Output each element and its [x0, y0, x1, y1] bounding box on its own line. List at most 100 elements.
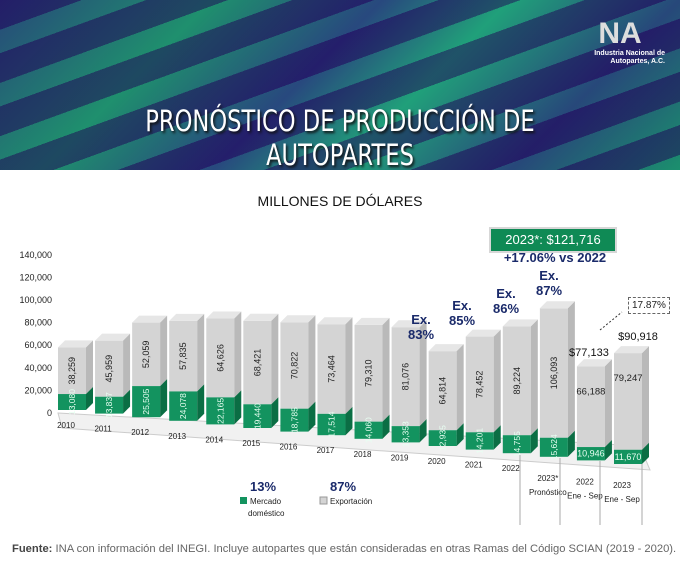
- data-label-export: 70,822: [289, 352, 299, 380]
- data-label-export: 64,626: [215, 344, 225, 372]
- data-label-domestic: 25,505: [141, 388, 151, 414]
- legend-domestic-label: Mercado: [250, 497, 282, 506]
- data-label-export: 52,059: [141, 341, 151, 369]
- data-label-export: 38,259: [67, 357, 77, 385]
- bar-export-side: [493, 329, 501, 433]
- footer-source: Fuente: INA con información del INEGI. I…: [12, 543, 676, 555]
- bar-domestic: [539, 437, 568, 457]
- x-tick-sublabel: Ene - Sep: [567, 491, 603, 500]
- bar-domestic-side: [271, 397, 279, 428]
- footer-label: Fuente:: [12, 543, 53, 555]
- bar-domestic-side: [493, 425, 501, 450]
- data-label-domestic: 13,353: [401, 421, 411, 447]
- bar-domestic-side: [86, 387, 93, 410]
- bar-domestic: [317, 413, 346, 436]
- bar-domestic: [58, 394, 86, 410]
- data-label-export: 78,452: [475, 371, 485, 399]
- x-tick-label: 2016: [280, 443, 298, 452]
- data-label-export: 73,464: [326, 355, 336, 383]
- bar-export: [391, 327, 420, 427]
- bar-export: [354, 324, 383, 422]
- data-label-domestic: 14,755: [512, 431, 522, 457]
- bar-export-side: [642, 346, 649, 450]
- bar-domestic-side: [530, 428, 538, 454]
- ina-logo: NA Industria Nacional de Autopartes, A.C.: [594, 17, 665, 66]
- y-tick-label: 140,000: [19, 250, 52, 260]
- x-tick-sublabel: Ene - Sep: [604, 495, 640, 504]
- header-banner: NA Industria Nacional de Autopartes, A.C.…: [0, 0, 680, 170]
- vs-prev-label: +17.06% vs 2022: [503, 250, 607, 265]
- bar-export-top: [169, 313, 205, 321]
- bar-export-top: [95, 333, 131, 341]
- bar-domestic-side: [345, 406, 353, 436]
- total-2023-ytd: $90,918: [618, 331, 658, 343]
- legend-domestic-share: 13%: [250, 479, 276, 494]
- x-tick-label: 2023: [613, 481, 631, 490]
- x-tick-label: 2018: [354, 450, 372, 459]
- bar-domestic-side: [234, 390, 242, 425]
- bar-domestic-side: [160, 379, 168, 418]
- data-label-export: 106,093: [549, 357, 559, 390]
- data-label-domestic: 13,080: [67, 389, 77, 415]
- bar-domestic: [391, 426, 420, 443]
- export-share-2020: Ex. 83%: [407, 312, 435, 342]
- x-tick-label: 2012: [131, 428, 149, 437]
- bar-export: [502, 326, 531, 436]
- data-label-domestic: 15,624: [549, 434, 559, 460]
- bar-export: [317, 324, 346, 414]
- bar-domestic-side: [308, 401, 316, 432]
- export-share-2021: Ex. 85%: [448, 298, 476, 328]
- bar-export-side: [604, 359, 612, 448]
- data-label-domestic: 17,514: [326, 411, 336, 437]
- x-tick-label: 2014: [205, 435, 223, 444]
- data-label-export: 81,076: [401, 363, 411, 391]
- x-tick-label: 2023*: [537, 474, 558, 483]
- bar-export-side: [160, 315, 168, 387]
- y-tick-label: 60,000: [24, 340, 52, 350]
- bar-domestic: [280, 408, 309, 432]
- bar-domestic: [95, 396, 124, 414]
- bar-domestic: [428, 430, 457, 446]
- y-tick-label: 100,000: [19, 295, 52, 305]
- bar-export: [58, 347, 86, 395]
- bar-domestic-side: [419, 419, 427, 443]
- bar-export-side: [308, 315, 316, 409]
- total-2022-ytd: $77,133: [569, 347, 609, 359]
- bar-export-side: [345, 317, 353, 414]
- x-tick-label: 2022: [576, 477, 594, 486]
- y-tick-label: 0: [47, 408, 52, 418]
- bar-export-side: [86, 340, 93, 395]
- bar-export-top: [243, 313, 279, 321]
- bar-domestic: [614, 449, 642, 464]
- bar-export-side: [567, 301, 575, 438]
- x-tick-label: 2022: [502, 464, 520, 473]
- bar-export: [95, 340, 124, 397]
- bar-domestic-side: [567, 430, 575, 457]
- x-tick-label: 2020: [428, 457, 446, 466]
- bar-export-side: [382, 317, 390, 422]
- legend-swatch-export: [319, 496, 328, 505]
- legend-swatch-domestic: [240, 497, 247, 504]
- data-label-domestic: 13,837: [104, 392, 114, 418]
- data-label-export: 57,835: [178, 342, 188, 370]
- bar-export: [243, 320, 272, 405]
- data-label-export: 89,224: [512, 367, 522, 395]
- bar-export: [169, 320, 198, 392]
- x-tick-label: 2015: [242, 439, 260, 448]
- bar-domestic: [243, 404, 272, 428]
- x-tick-label: 2013: [168, 432, 186, 441]
- data-label-domestic: 22,165: [215, 398, 225, 424]
- x-tick-label: 2010: [57, 421, 75, 430]
- bar-export: [539, 308, 568, 438]
- x-tick-label: 2019: [391, 453, 409, 462]
- x-tick-sublabel: Pronóstico: [529, 488, 567, 497]
- bar-domestic: [132, 386, 161, 418]
- bar-domestic: [206, 397, 235, 425]
- x-tick-label: 2017: [317, 446, 335, 455]
- bar-domestic-side: [382, 414, 390, 439]
- bar-export-side: [197, 313, 205, 392]
- bar-export-top: [539, 301, 575, 309]
- bar-export-side: [234, 311, 242, 398]
- bar-export: [428, 351, 457, 431]
- bar-domestic: [354, 421, 383, 439]
